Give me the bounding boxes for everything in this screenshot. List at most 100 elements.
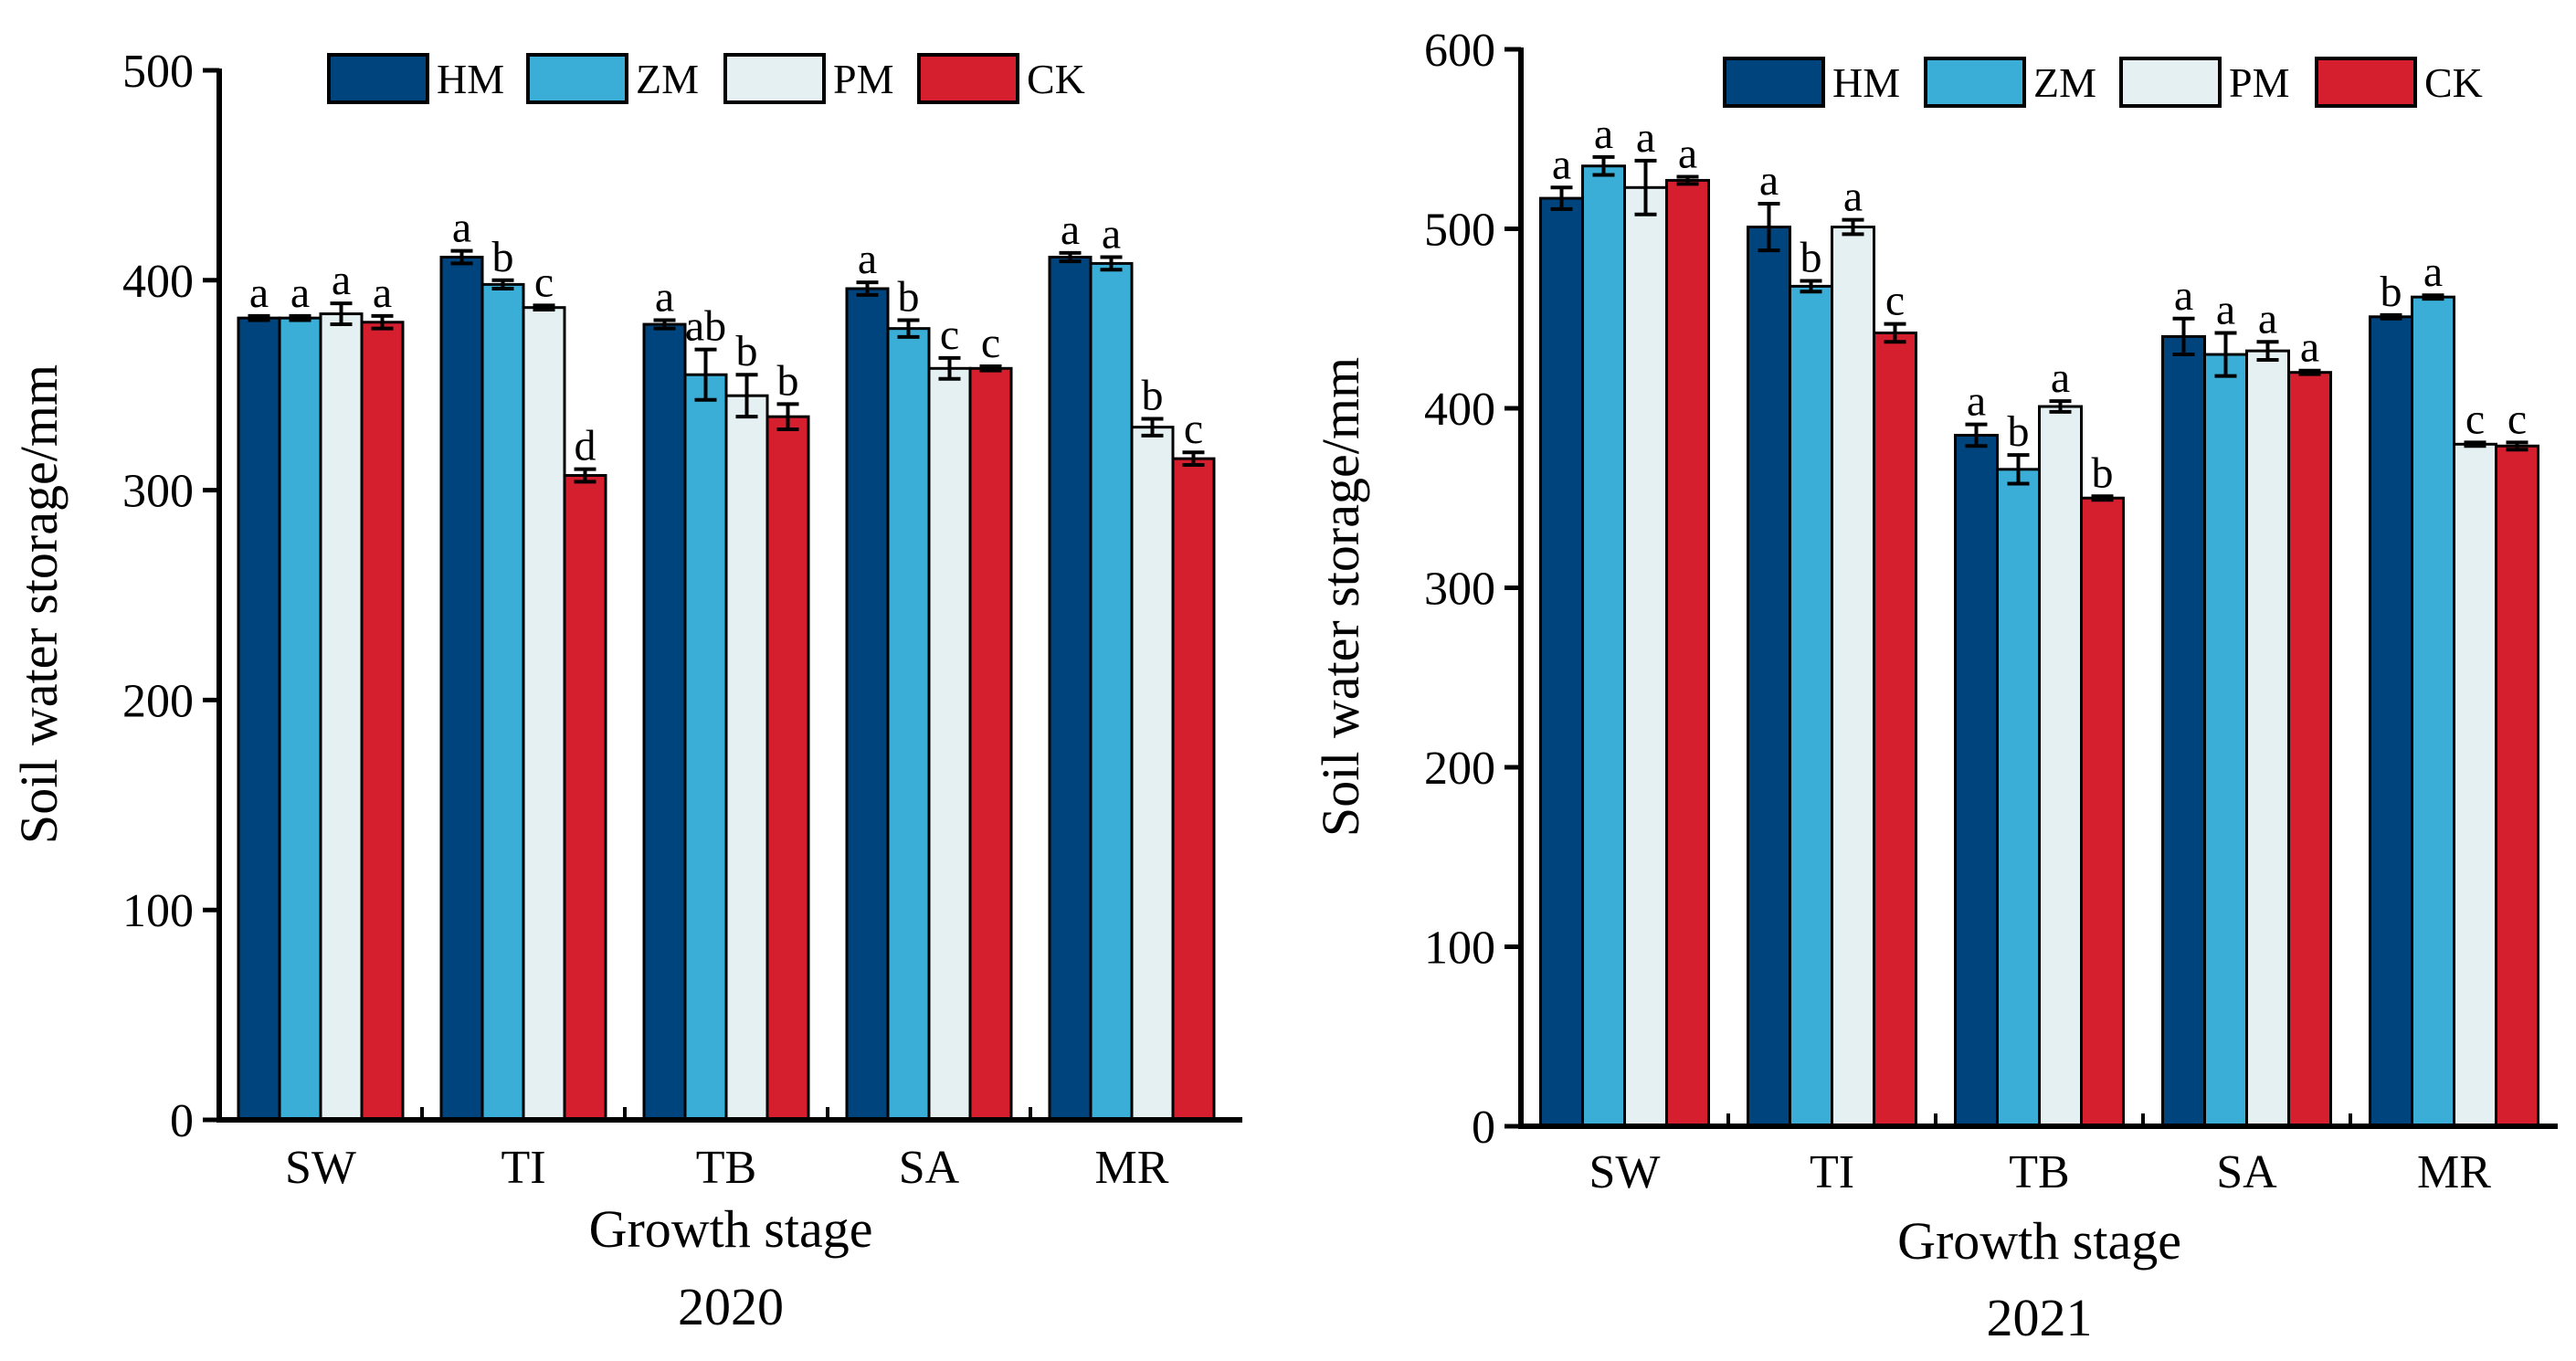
- legend-swatch-CK: [2315, 57, 2417, 108]
- x-tick-label: TI: [501, 1142, 545, 1194]
- legend-label: HM: [1832, 59, 1900, 106]
- legend-label: CK: [2424, 59, 2483, 106]
- bar-PM-SA: [2245, 349, 2290, 1128]
- significance-letter: a: [2258, 294, 2277, 343]
- significance-letter: a: [332, 256, 351, 304]
- x-tick-label: TI: [1810, 1146, 1854, 1198]
- significance-letter: b: [2008, 407, 2030, 456]
- significance-letter: a: [1102, 210, 1121, 258]
- x-tick-label: SA: [899, 1142, 960, 1194]
- bar-PM-TB: [724, 394, 769, 1122]
- significance-letter: b: [1142, 371, 1164, 419]
- chart-title: 2021: [1987, 1288, 2093, 1347]
- bar-PM-SW: [319, 312, 364, 1122]
- bar-CK-TB: [765, 415, 810, 1122]
- significance-letter: c: [534, 258, 554, 306]
- bar-PM-TI: [522, 306, 566, 1122]
- bar-ZM-SW: [278, 316, 322, 1122]
- significance-letter: a: [655, 272, 674, 321]
- bar-CK-SW: [1665, 178, 1710, 1128]
- significance-letter: a: [2051, 353, 2070, 402]
- bar-ZM-TI: [480, 282, 525, 1122]
- bar-ZM-SA: [2203, 353, 2248, 1128]
- bar-HM-TI: [439, 256, 484, 1122]
- significance-letter: c: [981, 319, 1000, 367]
- bar-CK-SA: [2287, 371, 2332, 1128]
- significance-letter: a: [373, 269, 392, 317]
- bar-ZM-MR: [1089, 261, 1134, 1122]
- y-tick-label: 600: [1424, 25, 1495, 77]
- legend-label: ZM: [2033, 59, 2096, 106]
- significance-letter: d: [575, 422, 596, 470]
- significance-letter: b: [1800, 233, 1822, 281]
- x-axis-label: Growth stage: [589, 1199, 873, 1259]
- significance-letter: a: [858, 235, 877, 283]
- significance-letter: b: [777, 356, 799, 405]
- legend-label: PM: [2229, 59, 2289, 106]
- significance-letter: a: [452, 204, 471, 252]
- chart-title: 2020: [678, 1277, 784, 1336]
- bar-HM-SA: [845, 287, 890, 1122]
- bar-PM-SW: [1623, 185, 1668, 1128]
- significance-letter: c: [940, 311, 959, 359]
- legend: HM ZM PM CK: [327, 53, 1085, 104]
- y-tick-label: 0: [170, 1095, 194, 1147]
- significance-letter: a: [2174, 271, 2193, 320]
- legend-swatch-PM: [2119, 57, 2222, 108]
- bar-ZM-SA: [886, 327, 931, 1122]
- x-tick-label: MR: [1095, 1142, 1169, 1194]
- significance-letter: c: [1184, 405, 1203, 453]
- y-tick-label: 200: [122, 675, 194, 727]
- significance-letter: a: [2300, 323, 2319, 372]
- legend-label: HM: [437, 56, 504, 102]
- y-tick-label: 300: [1424, 564, 1495, 616]
- significance-letter: c: [2465, 395, 2485, 443]
- bar-CK-SW: [360, 321, 405, 1122]
- y-axis-label: Soil water storage/mm: [1311, 357, 1370, 837]
- bar-HM-MR: [1048, 256, 1093, 1122]
- bar-HM-SA: [2161, 334, 2206, 1128]
- significance-letter: b: [736, 327, 758, 375]
- y-tick-label: 100: [122, 885, 194, 937]
- bar-ZM-TB: [1996, 468, 2041, 1128]
- x-tick-label: TB: [2009, 1146, 2069, 1198]
- bar-ZM-TB: [683, 373, 728, 1122]
- significance-letter: ab: [685, 302, 726, 351]
- bar-PM-MR: [2453, 442, 2497, 1128]
- bar-HM-TB: [642, 322, 687, 1122]
- legend-swatch-HM: [1723, 57, 1825, 108]
- bar-ZM-MR: [2411, 295, 2455, 1128]
- bar-CK-TB: [2080, 496, 2125, 1128]
- bar-CK-TI: [563, 474, 607, 1122]
- y-tick-label: 200: [1424, 743, 1495, 795]
- x-tick-label: SW: [1589, 1146, 1661, 1198]
- y-tick-label: 400: [122, 256, 194, 308]
- significance-letter: b: [2381, 268, 2402, 316]
- y-axis-label: Soil water storage/mm: [9, 364, 69, 844]
- bar-HM-SW: [1539, 196, 1584, 1128]
- legend-label: ZM: [636, 56, 699, 102]
- significance-letter: a: [1967, 377, 1986, 426]
- bar-PM-TI: [1831, 226, 1875, 1128]
- significance-letter: b: [2092, 448, 2114, 497]
- legend-label: CK: [1027, 56, 1085, 102]
- bar-HM-TI: [1747, 226, 1791, 1128]
- y-tick-label: 300: [122, 466, 194, 518]
- bar-HM-MR: [2369, 315, 2413, 1128]
- significance-letter: a: [1061, 206, 1080, 254]
- bar-CK-MR: [2495, 444, 2539, 1128]
- bar-HM-SW: [237, 316, 281, 1122]
- significance-letter: a: [1678, 130, 1697, 178]
- significance-letter: a: [2423, 248, 2443, 296]
- x-tick-label: SW: [285, 1142, 356, 1194]
- significance-letter: b: [898, 272, 920, 321]
- significance-letter: b: [492, 233, 514, 281]
- significance-letter: a: [1552, 140, 1571, 188]
- y-tick-label: 0: [1472, 1102, 1495, 1154]
- bar-ZM-TI: [1789, 284, 1833, 1128]
- legend-swatch-PM: [723, 53, 826, 104]
- bar-CK-MR: [1171, 457, 1216, 1122]
